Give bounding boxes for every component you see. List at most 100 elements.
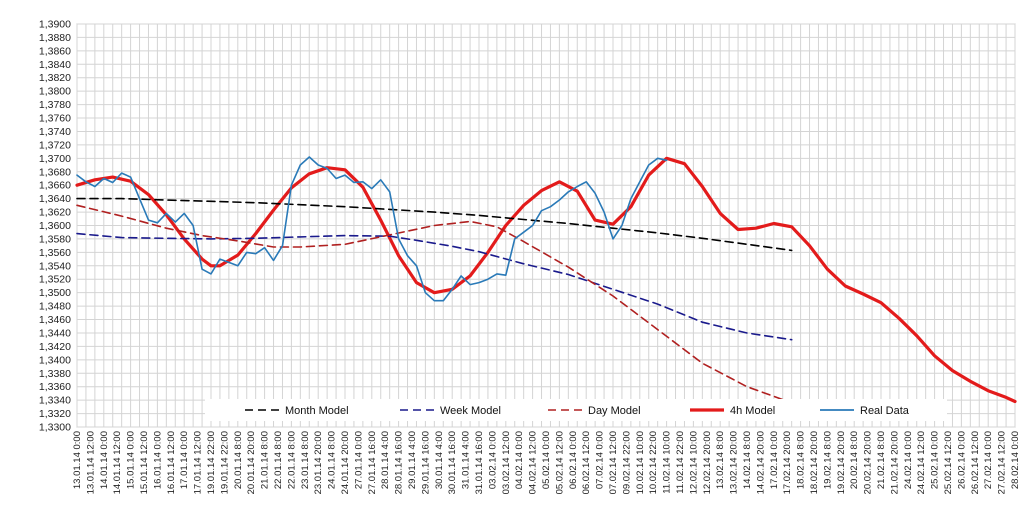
x-axis: 13.01.14 0:00 13.01.14 12:00 14.01.14 0:00… [72,431,1021,494]
y-tick-label: 1,3540 [39,260,71,272]
y-tick-label: 1,3300 [39,422,71,434]
y-tick-label: 1,3380 [39,368,71,380]
x-tick-label: 13.01.14 12:00 [85,431,96,494]
x-tick-label: 16.01.14 0:00 [152,431,163,489]
x-tick-label: 13.01.14 0:00 [72,431,83,489]
x-tick-label: 13.02.14 20:00 [729,431,740,494]
x-tick-label: 14.01.14 12:00 [112,431,123,494]
y-tick-label: 1,3460 [39,314,71,326]
x-tick-label: 20.02.14 8:00 [849,431,860,489]
x-tick-label: 29.01.14 16:00 [420,431,431,494]
series-line-4h-model [75,156,1017,404]
y-tick-label: 1,3640 [39,193,71,205]
y-tick-label: 1,3620 [39,207,71,219]
series-lines [75,156,1017,404]
x-tick-label: 19.01.14 22:00 [206,431,217,494]
y-tick-label: 1,3580 [39,233,71,245]
y-axis: 1,33001,33201,33401,33601,33801,34001,34… [39,19,71,434]
x-tick-label: 24.02.14 12:00 [916,431,927,494]
y-tick-label: 1,3420 [39,341,71,353]
x-tick-label: 17.02.14 20:00 [782,431,793,494]
series-line-day-model [76,204,793,404]
y-tick-label: 1,3780 [39,99,71,111]
x-tick-label: 25.02.14 0:00 [930,431,941,489]
x-tick-label: 16.01.14 12:00 [166,431,177,494]
legend-label: Real Data [860,405,910,417]
y-tick-label: 1,3560 [39,247,71,259]
x-tick-label: 07.02.14 0:00 [595,431,606,489]
series-line-month-model [76,197,793,252]
y-tick-label: 1,3880 [39,32,71,44]
y-tick-label: 1,3340 [39,395,71,407]
y-tick-label: 1,3400 [39,354,71,366]
y-tick-label: 1,3680 [39,166,71,178]
y-tick-label: 1,3860 [39,45,71,57]
x-tick-label: 14.02.14 8:00 [742,431,753,489]
x-tick-label: 21.02.14 8:00 [876,431,887,489]
x-tick-label: 26.02.14 12:00 [970,431,981,494]
x-tick-label: 24.01.14 20:00 [340,431,351,494]
x-tick-label: 18.02.14 20:00 [809,431,820,494]
x-tick-label: 29.01.14 4:00 [407,431,418,489]
x-tick-label: 10.02.14 22:00 [648,431,659,494]
series-line-real-data [76,156,668,302]
x-tick-label: 15.01.14 0:00 [126,431,137,489]
y-tick-label: 1,3820 [39,72,71,84]
x-tick-label: 25.02.14 12:00 [943,431,954,494]
legend-label: Week Model [440,405,501,417]
x-tick-label: 05.02.14 0:00 [541,431,552,489]
y-tick-label: 1,3900 [39,19,71,31]
x-tick-label: 03.02.14 12:00 [501,431,512,494]
x-tick-label: 31.01.14 4:00 [461,431,472,489]
y-tick-label: 1,3600 [39,220,71,232]
y-tick-label: 1,3760 [39,113,71,125]
x-tick-label: 31.01.14 16:00 [474,431,485,494]
x-tick-label: 05.02.14 12:00 [554,431,565,494]
legend-label: Day Model [588,405,641,417]
x-tick-label: 04.02.14 12:00 [528,431,539,494]
y-tick-label: 1,3720 [39,139,71,151]
legend-label: 4h Model [730,405,775,417]
legend-label: Month Model [285,405,349,417]
x-tick-label: 27.01.14 16:00 [367,431,378,494]
x-tick-label: 24.02.14 0:00 [903,431,914,489]
x-tick-label: 17.02.14 0:00 [769,431,780,489]
x-tick-label: 28.01.14 16:00 [394,431,405,494]
x-tick-label: 30.01.14 4:00 [434,431,445,489]
y-tick-label: 1,3500 [39,287,71,299]
x-tick-label: 23.01.14 20:00 [313,431,324,494]
x-tick-label: 30.01.14 16:00 [447,431,458,494]
x-tick-label: 17.01.14 12:00 [193,431,204,494]
series-line-week-model [76,232,793,341]
y-tick-label: 1,3660 [39,180,71,192]
x-tick-label: 14.02.14 20:00 [755,431,766,494]
y-tick-label: 1,3320 [39,408,71,420]
y-tick-label: 1,3360 [39,381,71,393]
x-tick-label: 20.02.14 20:00 [863,431,874,494]
y-tick-label: 1,3840 [39,59,71,71]
x-tick-label: 14.01.14 0:00 [99,431,110,489]
x-tick-label: 27.01.14 0:00 [353,431,364,489]
x-tick-label: 26.02.14 0:00 [956,431,967,489]
x-tick-label: 15.01.14 12:00 [139,431,150,494]
y-tick-label: 1,3740 [39,126,71,138]
x-tick-label: 28.02.14 0:00 [1010,431,1021,489]
x-tick-label: 28.01.14 4:00 [380,431,391,489]
x-tick-label: 13.02.14 8:00 [715,431,726,489]
y-tick-label: 1,3440 [39,327,71,339]
x-tick-label: 04.02.14 0:00 [514,431,525,489]
x-tick-label: 27.02.14 0:00 [983,431,994,489]
x-tick-label: 10.02.14 10:00 [635,431,646,494]
x-tick-label: 09.02.14 22:00 [621,431,632,494]
x-tick-label: 12.02.14 10:00 [688,431,699,494]
x-tick-label: 06.02.14 0:00 [568,431,579,489]
x-tick-label: 11.02.14 10:00 [662,431,673,494]
legend: Month Model Week Model Day Model 4h Model Re… [205,399,947,421]
x-tick-label: 24.01.14 8:00 [327,431,338,489]
x-tick-label: 17.01.14 0:00 [179,431,190,489]
x-tick-label: 12.02.14 20:00 [702,431,713,494]
x-tick-label: 11.02.14 22:00 [675,431,686,494]
x-tick-label: 07.02.14 12:00 [608,431,619,494]
x-tick-label: 19.02.14 8:00 [822,431,833,489]
x-tick-label: 22.01.14 8:00 [286,431,297,489]
